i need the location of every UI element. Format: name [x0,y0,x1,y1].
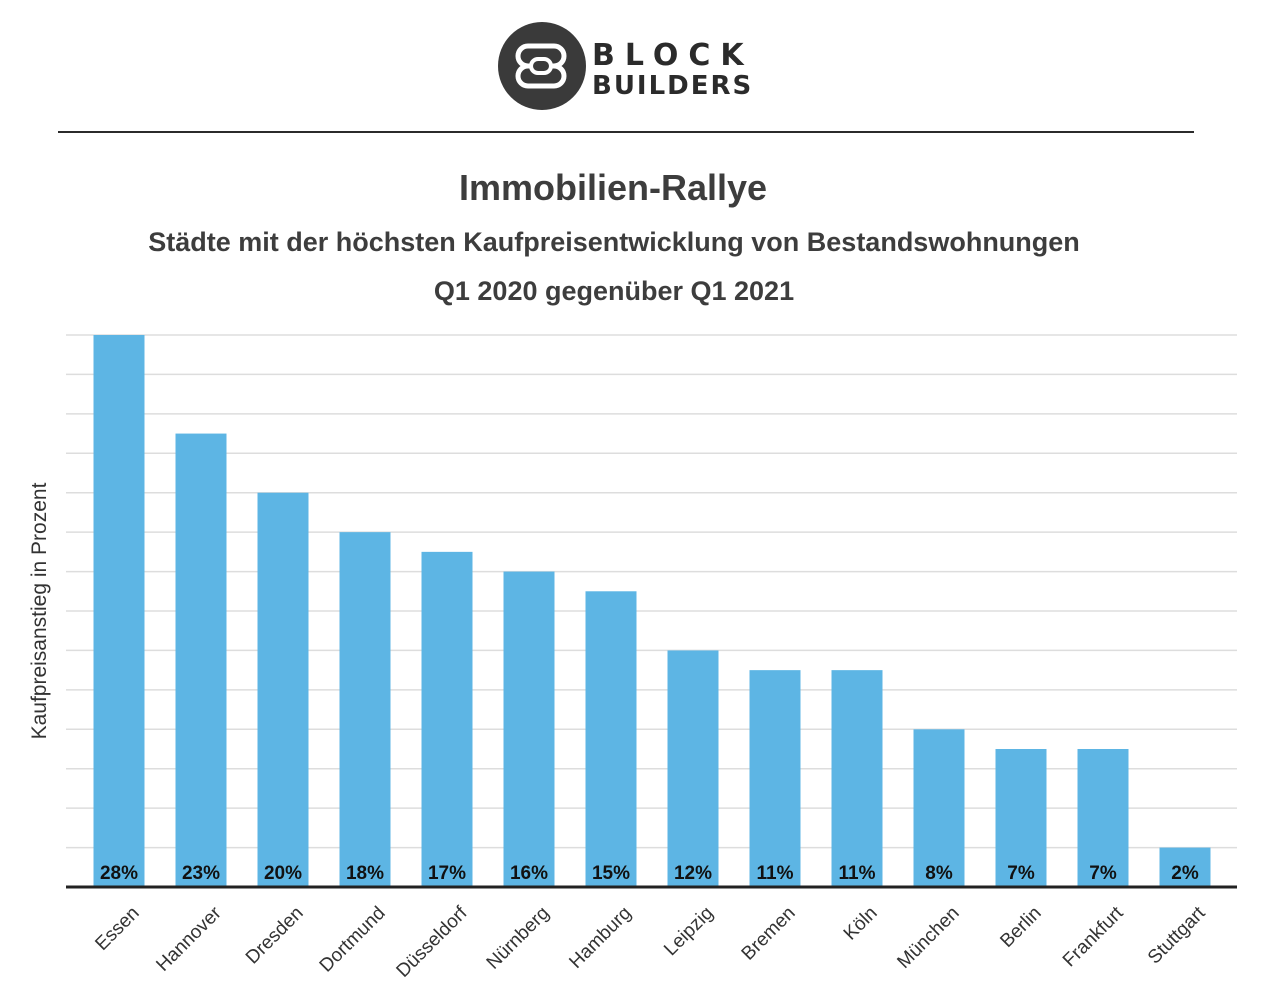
bar [503,571,555,887]
bar [93,335,145,887]
x-tick-label: Essen [91,903,143,955]
logo-b-icon [515,43,567,89]
bar [667,650,719,887]
bar [913,729,965,887]
bar [831,670,883,887]
bar [749,670,801,887]
data-label: 18% [346,863,384,884]
data-label: 12% [674,863,712,884]
bar [339,532,391,887]
chart-period: Q1 2020 gegenüber Q1 2021 [433,276,795,306]
logo-mark [498,22,586,110]
x-tick-label: Hamburg [565,903,635,973]
bar [257,492,309,887]
x-tick-label: Dresden [242,903,308,969]
data-label: 15% [592,863,630,884]
data-label: 7% [1089,863,1117,884]
data-labels: 28% 23% 20% 18% 17% 16% 15% 12% 11% 11% 8% 7% 7% 2% [100,863,1199,884]
x-tick-label: Nürnberg [483,903,554,974]
data-label: 20% [264,863,302,884]
header-divider [58,131,1194,133]
gridlines [66,334,1237,849]
chart-title: Immobilien-Rallye [458,167,768,208]
data-label: 23% [182,863,220,884]
bar [421,551,473,887]
bar [585,591,637,887]
bar [995,749,1047,887]
bar [1077,749,1129,887]
x-tick-labels: Essen Hannover Dresden Dortmund Düsseldorf Nü… [91,902,1210,982]
chart-subtitle: Städte mit der höchsten Kaufpreisentwick… [148,227,1080,257]
y-axis-label: Kaufpreisanstieg in Prozent [28,482,51,740]
data-label: 17% [428,863,466,884]
logo-text-builders: BUILDERS [592,71,754,101]
x-tick-label: Bremen [738,903,800,965]
data-label: 28% [100,863,138,884]
bar [1159,847,1211,887]
data-label: 11% [839,863,876,884]
block-builders-logo: BLOCK BUILDERS [498,22,751,114]
data-label: 11% [757,863,794,884]
x-tick-label: Stuttgart [1144,902,1210,968]
x-tick-label: München [893,903,963,973]
data-label: 16% [510,863,548,884]
x-tick-label: Berlin [996,903,1045,952]
x-tick-label: Frankfurt [1059,902,1128,971]
bar [175,433,227,887]
logo-text-block: BLOCK [592,38,754,73]
x-tick-label: Dortmund [316,903,390,977]
x-tick-label: Köln [840,903,882,945]
bars [93,335,1211,887]
x-tick-label: Düsseldorf [393,902,473,982]
data-label: 7% [1007,863,1035,884]
data-label: 8% [925,863,953,884]
x-tick-label: Leipzig [660,903,717,960]
x-tick-label: Hannover [152,902,226,976]
data-label: 2% [1171,863,1199,884]
